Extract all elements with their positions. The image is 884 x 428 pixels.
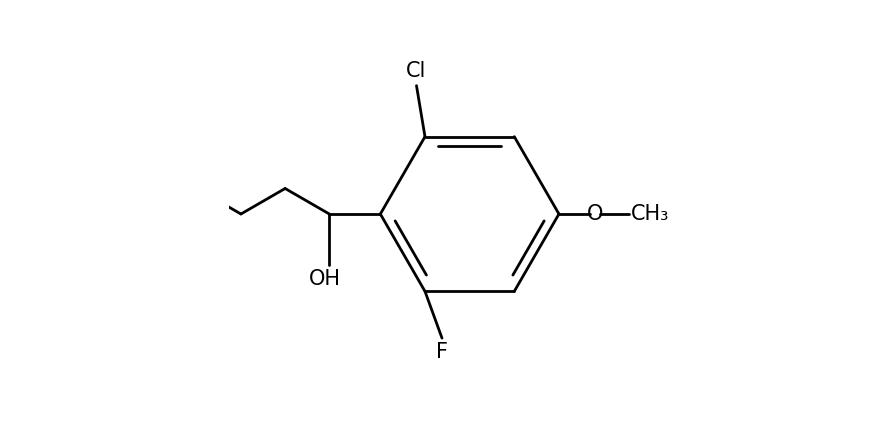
Text: OH: OH (309, 269, 341, 289)
Text: O: O (587, 204, 603, 224)
Text: Cl: Cl (407, 61, 427, 81)
Text: F: F (436, 342, 448, 363)
Text: CH₃: CH₃ (631, 204, 669, 224)
